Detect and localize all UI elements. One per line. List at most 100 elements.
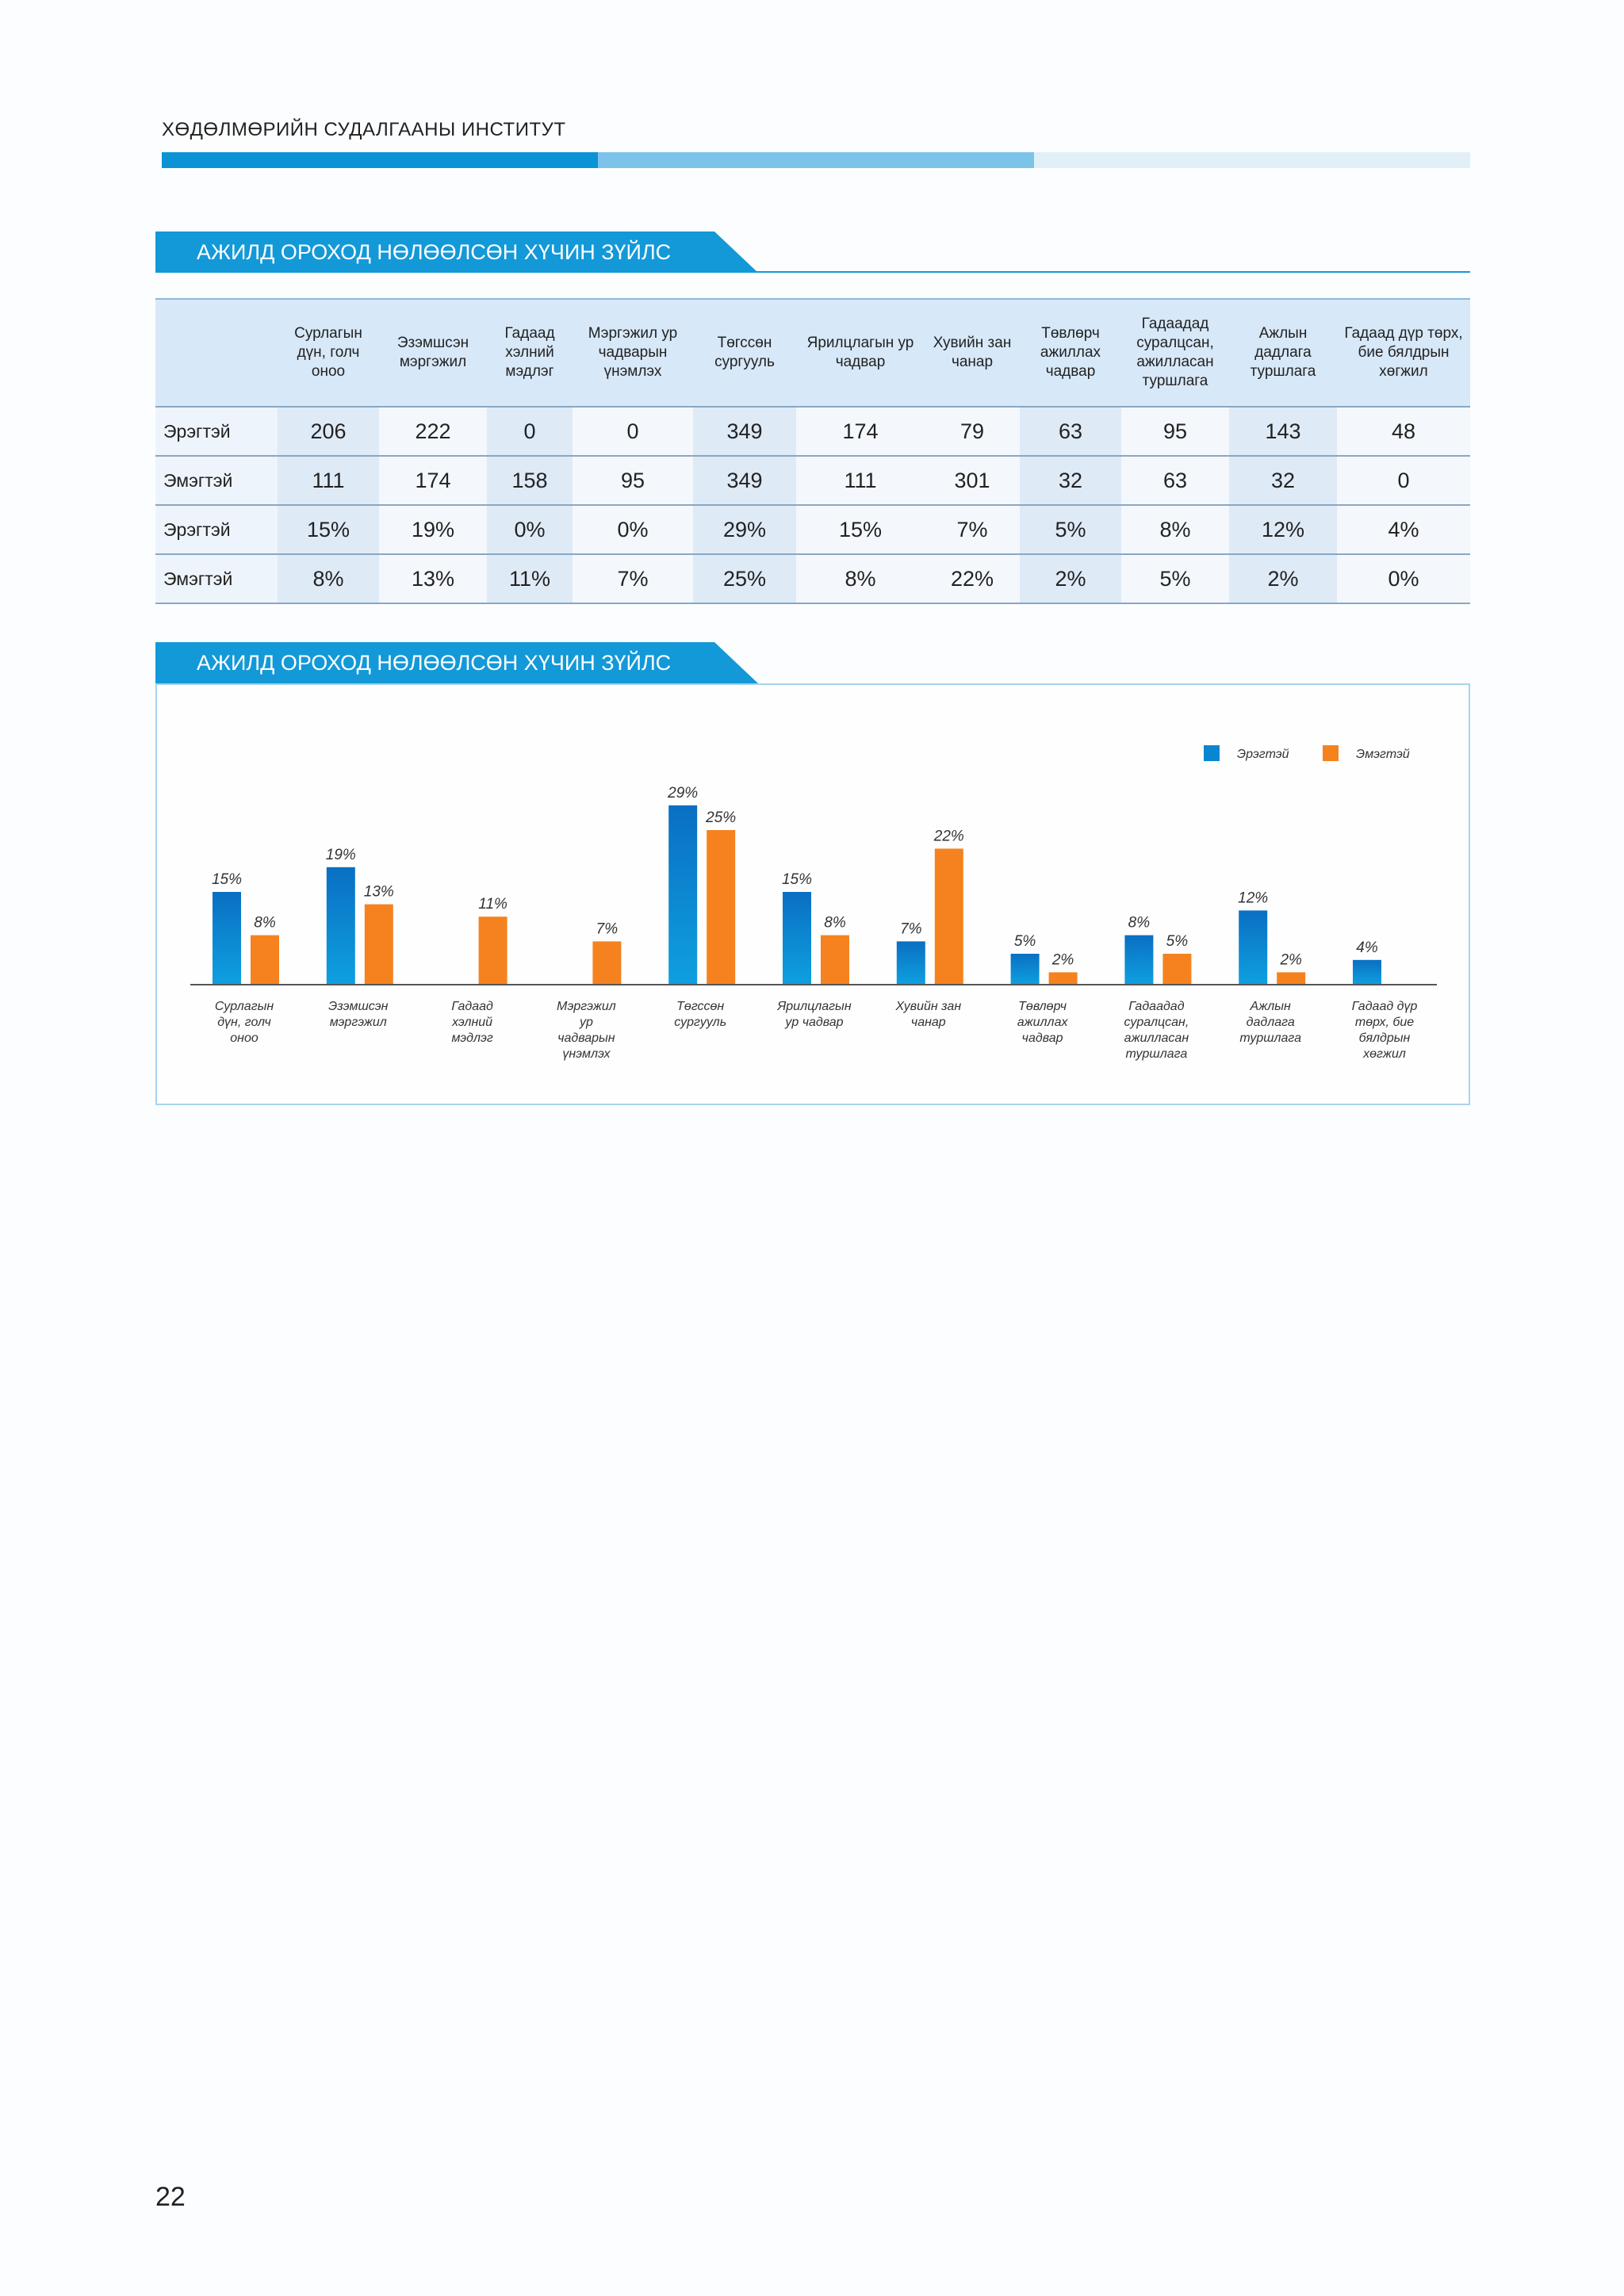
- table-cell: 2%: [1020, 554, 1121, 604]
- table-cell: 0%: [1337, 554, 1470, 604]
- bar-value-label: 22%: [933, 828, 964, 844]
- bar-value-label: 11%: [478, 896, 508, 913]
- table-row: Эрэгтэй 206 222 0 0 349 174 79 63 95 143 48: [155, 406, 1470, 457]
- bar-value-label: 2%: [1051, 951, 1074, 968]
- table-section-rule: [155, 271, 1470, 273]
- bar-male: [326, 867, 355, 985]
- table-cell: 0: [573, 406, 693, 457]
- chart-section-title: АЖИЛД ОРОХОД НӨЛӨӨЛСӨН ХҮЧИН ЗҮЙЛС: [155, 642, 758, 683]
- table-cell: 5%: [1020, 505, 1121, 555]
- table-cell: 174: [796, 406, 925, 457]
- legend-label: Эмэгтэй: [1356, 748, 1410, 761]
- table-cell: 111: [796, 456, 925, 506]
- column-header: Ярилцлагын ур чадвар: [796, 298, 925, 407]
- table-cell: 8%: [796, 554, 925, 604]
- bar-value-label: 12%: [1238, 890, 1268, 906]
- category-label: оноо: [230, 1031, 259, 1045]
- table-cell: 19%: [379, 505, 487, 555]
- column-header: Мэргэжил ур чадварын үнэмлэх: [573, 298, 693, 407]
- column-header: Гадаад дүр төрх, бие бялдрын хөгжил: [1337, 298, 1470, 407]
- column-header: Гадаадад суралцсан, ажилласан туршлага: [1121, 298, 1229, 407]
- category-label: ур: [579, 1016, 593, 1029]
- header-color-bar: [162, 152, 1470, 168]
- row-label: Эмэгтэй: [155, 554, 278, 604]
- bar-value-label: 5%: [1014, 933, 1036, 950]
- bar-value-label: 15%: [212, 871, 242, 888]
- category-label: Гадаадад: [1128, 1000, 1184, 1013]
- table-cell: 11%: [487, 554, 573, 604]
- table-cell: 349: [693, 406, 796, 457]
- bar-chart: 15% 8% Сурлагын дүн, голч оноо 19% 13% Эзэмшсэн…: [190, 745, 1437, 1061]
- table-cell: 0%: [573, 505, 693, 555]
- row-label: Эмэгтэй: [155, 456, 278, 506]
- table-row: Эмэгтэй 8% 13% 11% 7% 25% 8% 22% 2% 5% 2% 0%: [155, 554, 1470, 604]
- table-cell: 4%: [1337, 505, 1470, 555]
- page-number: 22: [155, 2182, 186, 2212]
- corner-cell: [155, 298, 278, 407]
- legend-label: Эрэгтэй: [1237, 748, 1289, 761]
- legend-swatch-female: [1323, 745, 1339, 761]
- category-label: ур чадвар: [784, 1016, 843, 1029]
- category-label: мэргэжил: [330, 1016, 387, 1029]
- column-header: Хувийн зан чанар: [925, 298, 1020, 407]
- table-cell: 349: [693, 456, 796, 506]
- bar-value-label: 5%: [1166, 933, 1189, 950]
- table-cell: 2%: [1229, 554, 1337, 604]
- bar-female: [251, 935, 279, 985]
- bar-female: [821, 935, 849, 985]
- category-label: туршлага: [1126, 1047, 1188, 1061]
- bar-value-label: 29%: [667, 785, 698, 802]
- table-cell: 15%: [796, 505, 925, 555]
- category-label: Гадаад: [451, 1000, 493, 1013]
- table-cell: 158: [487, 456, 573, 506]
- table-cell: 0: [1337, 456, 1470, 506]
- category-label: суралцсан,: [1124, 1016, 1189, 1029]
- bar-value-label: 2%: [1279, 951, 1302, 968]
- category-label: ажиллах: [1017, 1016, 1069, 1029]
- table-cell: 32: [1020, 456, 1121, 506]
- bar-female: [1048, 972, 1078, 985]
- table-cell: 48: [1337, 406, 1470, 457]
- bar-male: [1353, 959, 1381, 985]
- bar-value-label: 19%: [326, 847, 356, 863]
- column-header: Сурлагын дүн, голч оноо: [278, 298, 379, 407]
- table-header-row: Сурлагын дүн, голч оноо Эзэмшсэн мэргэжи…: [155, 298, 1470, 407]
- category-label: Гадаад дүр: [1352, 1000, 1418, 1013]
- bar-value-label: 8%: [254, 915, 276, 932]
- table-cell: 174: [379, 456, 487, 506]
- category-label: хөгжил: [1362, 1047, 1406, 1061]
- category-label: туршлага: [1239, 1031, 1301, 1045]
- bar-female: [592, 941, 622, 985]
- category-label: чанар: [911, 1016, 946, 1029]
- legend-swatch-male: [1204, 745, 1220, 761]
- table-cell: 301: [925, 456, 1020, 506]
- row-label: Эрэгтэй: [155, 505, 278, 555]
- category-label: дадлага: [1247, 1016, 1295, 1029]
- bar-value-label: 4%: [1356, 939, 1378, 956]
- bar-female: [478, 916, 508, 985]
- bar-male: [213, 892, 241, 985]
- table-cell: 5%: [1121, 554, 1229, 604]
- table-cell: 13%: [379, 554, 487, 604]
- bar-female: [364, 904, 393, 985]
- category-label: Сурлагын: [215, 1000, 274, 1013]
- bar-value-label: 7%: [900, 920, 922, 937]
- table-cell: 63: [1020, 406, 1121, 457]
- table-cell: 22%: [925, 554, 1020, 604]
- table-cell: 8%: [1121, 505, 1229, 555]
- column-header: Төвлөрч ажиллах чадвар: [1020, 298, 1121, 407]
- category-label: Төвлөрч: [1018, 1000, 1067, 1013]
- category-label: Эзэмшсэн: [328, 1000, 389, 1013]
- table-cell: 95: [573, 456, 693, 506]
- table-row: Эмэгтэй 111 174 158 95 349 111 301 32 63 32 0: [155, 456, 1470, 506]
- table-cell: 0%: [487, 505, 573, 555]
- table-cell: 63: [1121, 456, 1229, 506]
- category-label: Хувийн зан: [894, 1000, 961, 1013]
- chart-container: 15% 8% Сурлагын дүн, голч оноо 19% 13% Эзэмшсэн…: [155, 683, 1470, 1105]
- category-label: Ярилцлагын: [776, 1000, 851, 1013]
- category-label: чадвар: [1022, 1031, 1063, 1045]
- table-cell: 7%: [573, 554, 693, 604]
- table-section-title: АЖИЛД ОРОХОД НӨЛӨӨЛСӨН ХҮЧИН ЗҮЙЛС: [155, 232, 758, 273]
- bar-value-label: 8%: [1128, 915, 1151, 932]
- table-cell: 7%: [925, 505, 1020, 555]
